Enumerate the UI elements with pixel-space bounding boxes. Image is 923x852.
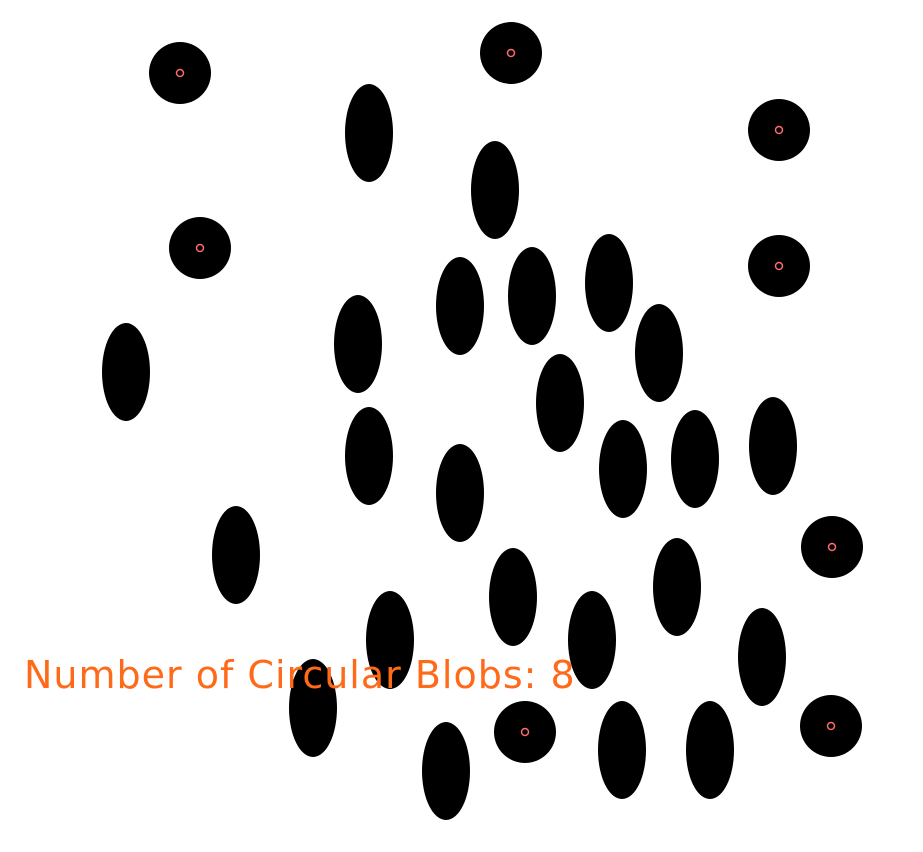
elliptical-blob xyxy=(345,84,393,182)
elliptical-blob xyxy=(568,591,616,689)
elliptical-blob xyxy=(598,701,646,799)
blob-center-marker xyxy=(827,542,837,552)
blob-center-marker xyxy=(175,68,185,78)
elliptical-blob xyxy=(366,591,414,689)
elliptical-blob xyxy=(345,407,393,505)
elliptical-blob xyxy=(585,234,633,332)
blob-center-markers xyxy=(175,48,837,737)
elliptical-blob xyxy=(686,701,734,799)
circular-blob xyxy=(169,217,231,279)
circular-blob xyxy=(800,695,862,757)
blob-center-marker xyxy=(774,261,784,271)
circular-blob-count-label: Number of Circular Blobs: 8 xyxy=(24,653,576,697)
elliptical-blob xyxy=(599,420,647,518)
elliptical-blob xyxy=(508,247,556,345)
elliptical-blob xyxy=(536,354,584,452)
circular-blob xyxy=(748,99,810,161)
elliptical-blob xyxy=(289,659,337,757)
elliptical-blob xyxy=(334,295,382,393)
elliptical-blobs xyxy=(102,84,797,820)
elliptical-blob xyxy=(436,444,484,542)
elliptical-blob xyxy=(212,506,260,604)
circular-blob xyxy=(748,235,810,297)
circular-blob xyxy=(149,42,211,104)
elliptical-blob xyxy=(635,304,683,402)
circular-blob xyxy=(494,701,556,763)
blob-center-marker xyxy=(774,125,784,135)
circular-blob xyxy=(480,22,542,84)
blob-center-marker xyxy=(195,243,205,253)
elliptical-blob xyxy=(749,397,797,495)
elliptical-blob xyxy=(436,257,484,355)
elliptical-blob xyxy=(671,410,719,508)
blob-center-marker xyxy=(826,721,836,731)
elliptical-blob xyxy=(489,548,537,646)
elliptical-blob xyxy=(102,323,150,421)
circular-blob xyxy=(801,516,863,578)
elliptical-blob xyxy=(471,141,519,239)
circular-blobs xyxy=(149,22,863,763)
elliptical-blob xyxy=(653,538,701,636)
blob-center-marker xyxy=(520,727,530,737)
elliptical-blob xyxy=(422,722,470,820)
elliptical-blob xyxy=(738,608,786,706)
blob-center-marker xyxy=(506,48,516,58)
